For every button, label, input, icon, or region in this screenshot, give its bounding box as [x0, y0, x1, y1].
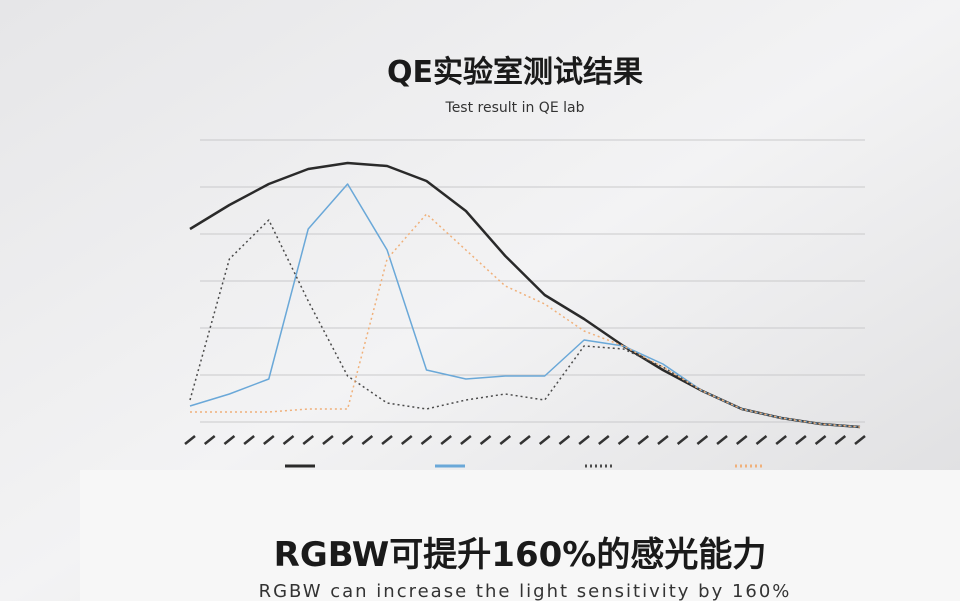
x-tick-label	[184, 435, 196, 445]
x-tick-label	[440, 435, 452, 445]
x-tick-label	[263, 435, 275, 445]
x-tick-label	[381, 435, 393, 445]
x-tick-label	[479, 435, 492, 445]
x-tick-label	[637, 435, 650, 445]
x-tick-label	[499, 435, 512, 445]
chart-title: QE实验室测试结果	[387, 55, 643, 90]
x-tick-label	[243, 435, 255, 445]
chart-subtitle: Test result in QE lab	[445, 100, 585, 116]
x-tick-label	[558, 435, 571, 445]
x-tick-label	[420, 435, 433, 445]
series-line	[189, 219, 861, 428]
x-tick-label	[755, 435, 768, 445]
footer-title: RGBW可提升160%的感光能力	[274, 535, 767, 575]
x-tick-label	[696, 435, 709, 445]
x-tick-label	[460, 435, 472, 445]
x-tick-label	[282, 435, 295, 445]
x-tick-label	[598, 435, 610, 445]
x-tick-label	[854, 435, 866, 445]
x-tick-label	[578, 435, 590, 445]
x-tick-label	[400, 435, 413, 445]
x-tick-label	[617, 435, 630, 445]
x-tick-label	[361, 435, 374, 445]
x-tick-label	[795, 435, 807, 445]
x-tick-label	[302, 435, 315, 445]
x-tick-label	[716, 435, 728, 445]
x-tick-label	[223, 435, 236, 445]
x-tick-label	[519, 435, 531, 445]
panel	[80, 470, 960, 601]
footer-subtitle: RGBW can increase the light sensitivity …	[259, 581, 792, 601]
x-tick-label	[775, 435, 787, 445]
x-tick-label	[538, 435, 551, 445]
x-tick-label	[814, 435, 827, 445]
x-tick-label	[203, 435, 216, 445]
x-tick-label	[657, 435, 669, 445]
x-tick-label	[735, 435, 748, 445]
x-tick-label	[322, 435, 334, 445]
x-tick-label	[676, 435, 689, 445]
x-tick-label	[834, 435, 847, 445]
series-line	[190, 213, 861, 428]
x-tick-label	[341, 435, 354, 445]
